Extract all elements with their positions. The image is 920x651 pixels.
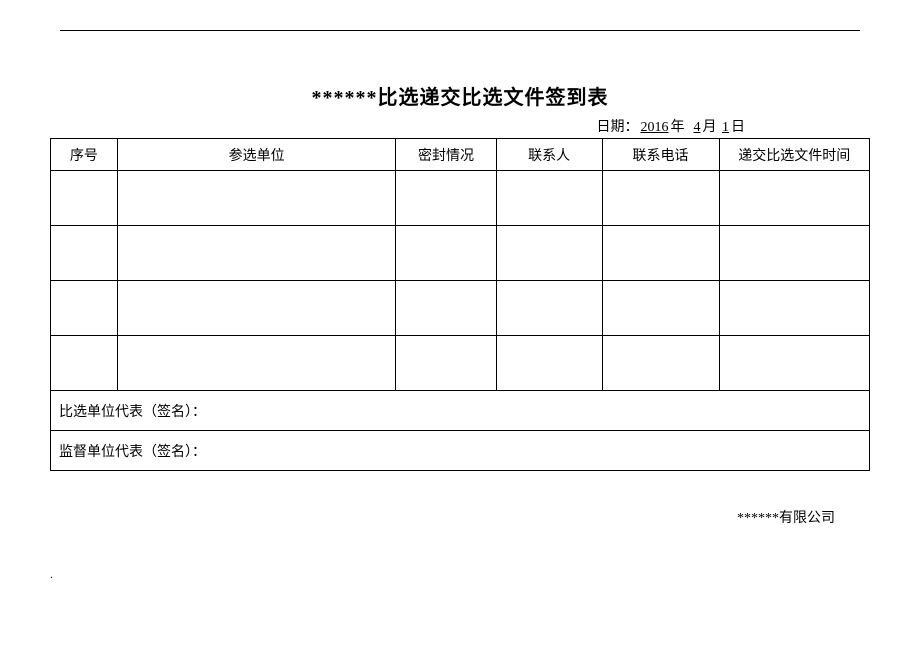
date-label: 日期： [597,120,639,135]
page-title: ******比选递交比选文件签到表 [50,81,870,110]
header-seal: 密封情况 [396,139,496,171]
footer-dot: . [50,567,870,582]
cell [719,281,869,336]
cell [496,281,602,336]
cell [51,226,118,281]
signature-selector-label: 比选单位代表（签名）： [51,391,870,431]
cell [496,171,602,226]
cell [117,226,396,281]
signature-supervisor-label: 监督单位代表（签名）： [51,431,870,471]
cell [117,336,396,391]
cell [496,226,602,281]
table-row [51,171,870,226]
footer-company: ******有限公司 [50,507,870,527]
signature-row-supervisor: 监督单位代表（签名）： [51,431,870,471]
cell [117,171,396,226]
year-unit: 年 [671,120,685,135]
header-unit: 参选单位 [117,139,396,171]
header-seq: 序号 [51,139,118,171]
header-phone: 联系电话 [602,139,719,171]
cell [602,281,719,336]
cell [117,281,396,336]
cell [602,171,719,226]
cell [396,336,496,391]
cell [719,171,869,226]
table-row [51,281,870,336]
month-unit: 月 [703,120,717,135]
date-row: 日期：2016年 4月 1日 [50,116,870,136]
table-header-row: 序号 参选单位 密封情况 联系人 联系电话 递交比选文件时间 [51,139,870,171]
signature-row-selector: 比选单位代表（签名）： [51,391,870,431]
cell [51,281,118,336]
cell [602,336,719,391]
top-divider [60,30,860,31]
date-year: 2016 [639,120,671,135]
cell [396,281,496,336]
cell [496,336,602,391]
header-contact: 联系人 [496,139,602,171]
cell [396,171,496,226]
cell [51,336,118,391]
cell [719,226,869,281]
table-row [51,226,870,281]
cell [719,336,869,391]
signin-table: 序号 参选单位 密封情况 联系人 联系电话 递交比选文件时间 [50,138,870,471]
cell [51,171,118,226]
date-day: 1 [720,120,731,135]
header-time: 递交比选文件时间 [719,139,869,171]
date-month: 4 [692,120,703,135]
day-unit: 日 [731,120,745,135]
cell [396,226,496,281]
table-row [51,336,870,391]
cell [602,226,719,281]
